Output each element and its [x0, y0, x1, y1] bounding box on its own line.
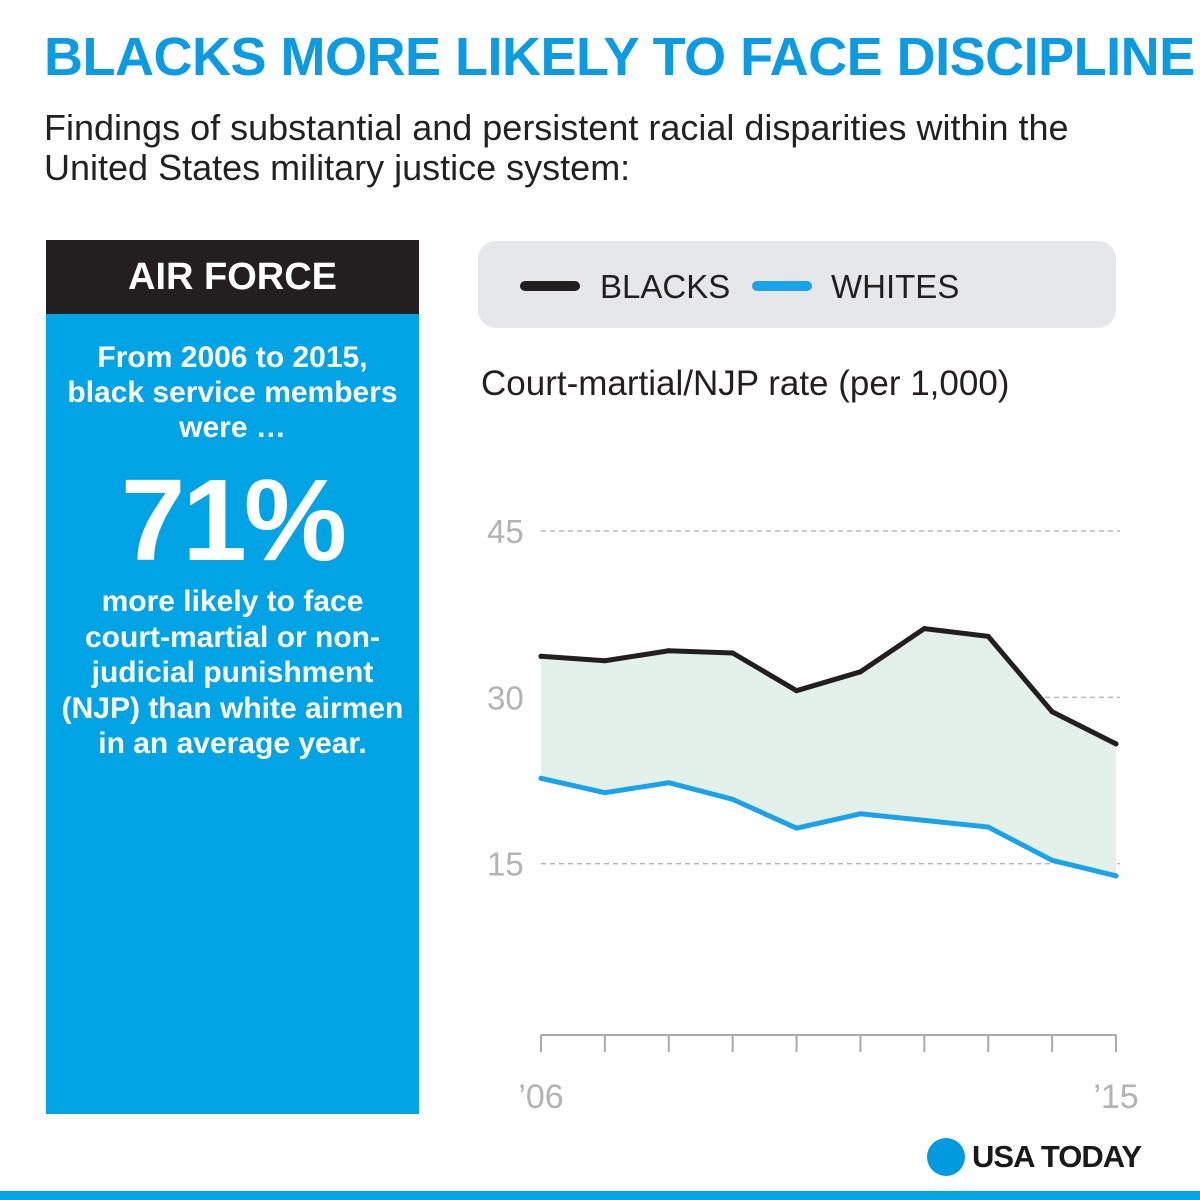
series-layer	[538, 626, 1119, 879]
x-tick-label-2006: ’06	[518, 1078, 563, 1116]
data-point-whites-2013	[985, 824, 991, 830]
data-point-blacks-2008	[666, 648, 672, 654]
data-point-blacks-2015	[1113, 741, 1119, 747]
data-point-whites-2006	[538, 775, 544, 781]
brand-name: USA TODAY	[972, 1139, 1142, 1174]
legend-swatch-blacks	[520, 281, 580, 291]
data-point-blacks-2006	[538, 653, 544, 659]
data-point-blacks-2007	[602, 658, 608, 664]
legend-label-blacks: BLACKS	[600, 268, 731, 305]
series-line-blacks	[538, 626, 1119, 747]
chart-title: Court-martial/NJP rate (per 1,000)	[481, 364, 1010, 403]
data-point-blacks-2012	[921, 626, 927, 632]
data-point-whites-2009	[730, 796, 736, 802]
data-point-whites-2014	[1049, 857, 1055, 863]
series-line-whites	[538, 775, 1119, 879]
data-point-whites-2007	[602, 790, 608, 796]
stat-panel: From 2006 to 2015, black service members…	[46, 314, 419, 1114]
data-point-whites-2015	[1113, 873, 1119, 879]
y-tick-label-45: 45	[487, 513, 524, 550]
data-point-blacks-2009	[730, 650, 736, 656]
usa-today-logo-icon	[927, 1138, 965, 1176]
x-tick-label-2015: ’15	[1093, 1078, 1138, 1116]
legend-swatch-whites	[752, 281, 812, 291]
y-tick-label-15: 15	[487, 846, 524, 883]
data-point-blacks-2013	[985, 633, 991, 639]
gap-area-layer	[541, 628, 1116, 876]
data-point-whites-2008	[666, 780, 672, 786]
data-point-blacks-2010	[794, 688, 800, 694]
x-axis-layer	[540, 1034, 1117, 1052]
bottom-accent-bar	[0, 1191, 1200, 1200]
data-point-blacks-2011	[857, 669, 863, 675]
subtitle: Findings of substantial and persistent r…	[44, 107, 1069, 188]
headline: BLACKS MORE LIKELY TO FACE DISCIPLINE	[44, 27, 1195, 87]
legend-label-whites: WHITES	[831, 268, 960, 305]
data-point-whites-2012	[921, 817, 927, 823]
data-point-whites-2011	[857, 811, 863, 817]
panel-stat-value: 71%	[120, 455, 347, 585]
panel-outro-text: more likely to face court-martial or non…	[61, 585, 404, 760]
tick-label-layer: 15 30 45 ’06 ’15	[487, 513, 1139, 1116]
panel-title: AIR FORCE	[46, 240, 419, 314]
gap-area	[541, 628, 1116, 876]
data-point-whites-2010	[794, 825, 800, 831]
panel-intro-text: From 2006 to 2015, black service members…	[67, 341, 398, 444]
y-tick-label-30: 30	[487, 679, 524, 716]
data-point-blacks-2014	[1049, 709, 1055, 715]
